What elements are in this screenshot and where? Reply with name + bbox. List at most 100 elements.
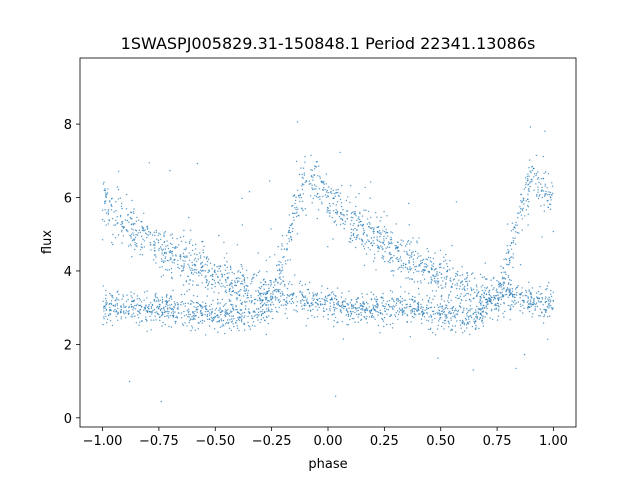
data-point — [174, 303, 176, 305]
data-point — [298, 282, 301, 284]
data-point — [105, 304, 107, 306]
data-point — [474, 328, 477, 330]
data-point — [241, 197, 243, 200]
data-point — [197, 302, 199, 304]
data-point — [161, 258, 163, 260]
data-point — [278, 269, 281, 272]
data-point — [319, 177, 321, 179]
data-point — [361, 307, 364, 309]
data-point — [486, 307, 488, 310]
data-point — [511, 293, 514, 296]
data-point — [210, 303, 213, 306]
data-point — [263, 292, 265, 294]
data-point — [527, 173, 529, 175]
data-point — [337, 301, 339, 303]
data-point — [172, 310, 174, 312]
data-point — [289, 294, 291, 296]
data-point — [107, 213, 110, 215]
data-point — [322, 316, 325, 318]
data-point — [340, 311, 342, 314]
data-point — [132, 309, 134, 311]
data-point — [360, 224, 362, 226]
data-point — [214, 309, 216, 311]
data-point — [337, 321, 339, 323]
data-point — [345, 210, 348, 212]
data-point — [242, 274, 244, 276]
data-point — [393, 301, 395, 303]
data-point — [236, 293, 238, 295]
data-point — [320, 292, 322, 294]
data-point — [215, 307, 218, 309]
data-point — [346, 218, 348, 220]
data-point — [177, 303, 179, 306]
data-point — [234, 280, 236, 282]
data-point — [140, 301, 143, 303]
data-point — [383, 317, 386, 319]
data-point — [192, 284, 194, 286]
data-point — [463, 324, 465, 326]
data-point — [406, 314, 408, 316]
data-point — [226, 284, 228, 287]
data-point — [396, 247, 399, 249]
data-point — [147, 305, 150, 307]
data-point — [480, 314, 483, 317]
data-point — [259, 287, 262, 290]
data-point — [231, 294, 233, 296]
data-point — [438, 320, 440, 322]
data-point — [224, 279, 227, 281]
data-point — [289, 301, 291, 303]
data-point — [335, 303, 338, 305]
data-point — [277, 290, 280, 293]
data-point — [363, 309, 365, 311]
data-point — [445, 283, 447, 286]
data-point — [359, 305, 361, 307]
data-point — [182, 235, 185, 238]
data-point — [179, 255, 181, 257]
data-point — [432, 263, 435, 265]
data-point — [451, 283, 454, 285]
data-point — [167, 300, 169, 302]
data-point — [292, 292, 295, 294]
data-point — [408, 262, 410, 264]
data-point — [169, 258, 171, 261]
data-point — [274, 278, 277, 281]
data-point — [213, 270, 216, 272]
data-point — [364, 186, 366, 189]
data-point — [443, 311, 446, 313]
data-point — [178, 244, 180, 246]
data-point — [132, 306, 134, 308]
data-point — [326, 189, 328, 192]
data-point — [449, 259, 451, 262]
data-point — [542, 322, 545, 324]
data-point — [465, 299, 467, 302]
x-tick-label: −0.75 — [139, 434, 179, 449]
data-point — [170, 234, 172, 236]
data-point — [271, 310, 273, 313]
data-point — [121, 242, 123, 244]
data-point — [163, 307, 165, 310]
data-point — [245, 288, 248, 290]
data-point — [475, 327, 477, 329]
data-point — [223, 304, 226, 306]
data-point — [280, 295, 282, 297]
data-point — [297, 189, 299, 191]
data-point — [304, 156, 306, 158]
data-point — [446, 269, 449, 271]
data-point — [168, 260, 170, 262]
data-point — [214, 282, 216, 284]
data-point — [396, 310, 399, 312]
x-tick-label: 0.75 — [483, 434, 512, 449]
data-point — [440, 284, 442, 286]
data-point — [445, 314, 448, 316]
data-point — [104, 200, 106, 203]
data-point — [285, 249, 288, 251]
data-point — [386, 323, 388, 326]
data-point — [463, 295, 465, 297]
data-point — [117, 234, 120, 236]
data-point — [408, 260, 410, 262]
data-point — [350, 312, 352, 315]
data-point — [527, 300, 529, 302]
data-point — [280, 282, 283, 284]
data-point — [537, 177, 540, 179]
data-point — [430, 276, 432, 278]
